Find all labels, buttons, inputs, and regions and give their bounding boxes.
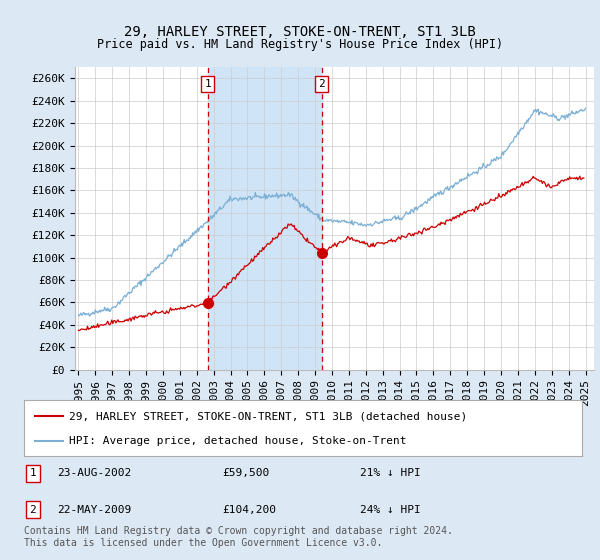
Text: 29, HARLEY STREET, STOKE-ON-TRENT, ST1 3LB (detached house): 29, HARLEY STREET, STOKE-ON-TRENT, ST1 3… — [68, 411, 467, 421]
Text: 2: 2 — [318, 79, 325, 89]
Text: Contains HM Land Registry data © Crown copyright and database right 2024.
This d: Contains HM Land Registry data © Crown c… — [24, 526, 453, 548]
Text: 23-AUG-2002: 23-AUG-2002 — [57, 468, 131, 478]
Text: HPI: Average price, detached house, Stoke-on-Trent: HPI: Average price, detached house, Stok… — [68, 436, 406, 446]
Text: £59,500: £59,500 — [222, 468, 269, 478]
Text: 1: 1 — [204, 79, 211, 89]
Text: Price paid vs. HM Land Registry's House Price Index (HPI): Price paid vs. HM Land Registry's House … — [97, 38, 503, 51]
Text: 22-MAY-2009: 22-MAY-2009 — [57, 505, 131, 515]
Text: 24% ↓ HPI: 24% ↓ HPI — [360, 505, 421, 515]
Text: 1: 1 — [29, 468, 37, 478]
Text: 2: 2 — [29, 505, 37, 515]
Bar — [208, 67, 322, 370]
Text: 21% ↓ HPI: 21% ↓ HPI — [360, 468, 421, 478]
Text: 29, HARLEY STREET, STOKE-ON-TRENT, ST1 3LB: 29, HARLEY STREET, STOKE-ON-TRENT, ST1 3… — [124, 25, 476, 39]
Text: £104,200: £104,200 — [222, 505, 276, 515]
